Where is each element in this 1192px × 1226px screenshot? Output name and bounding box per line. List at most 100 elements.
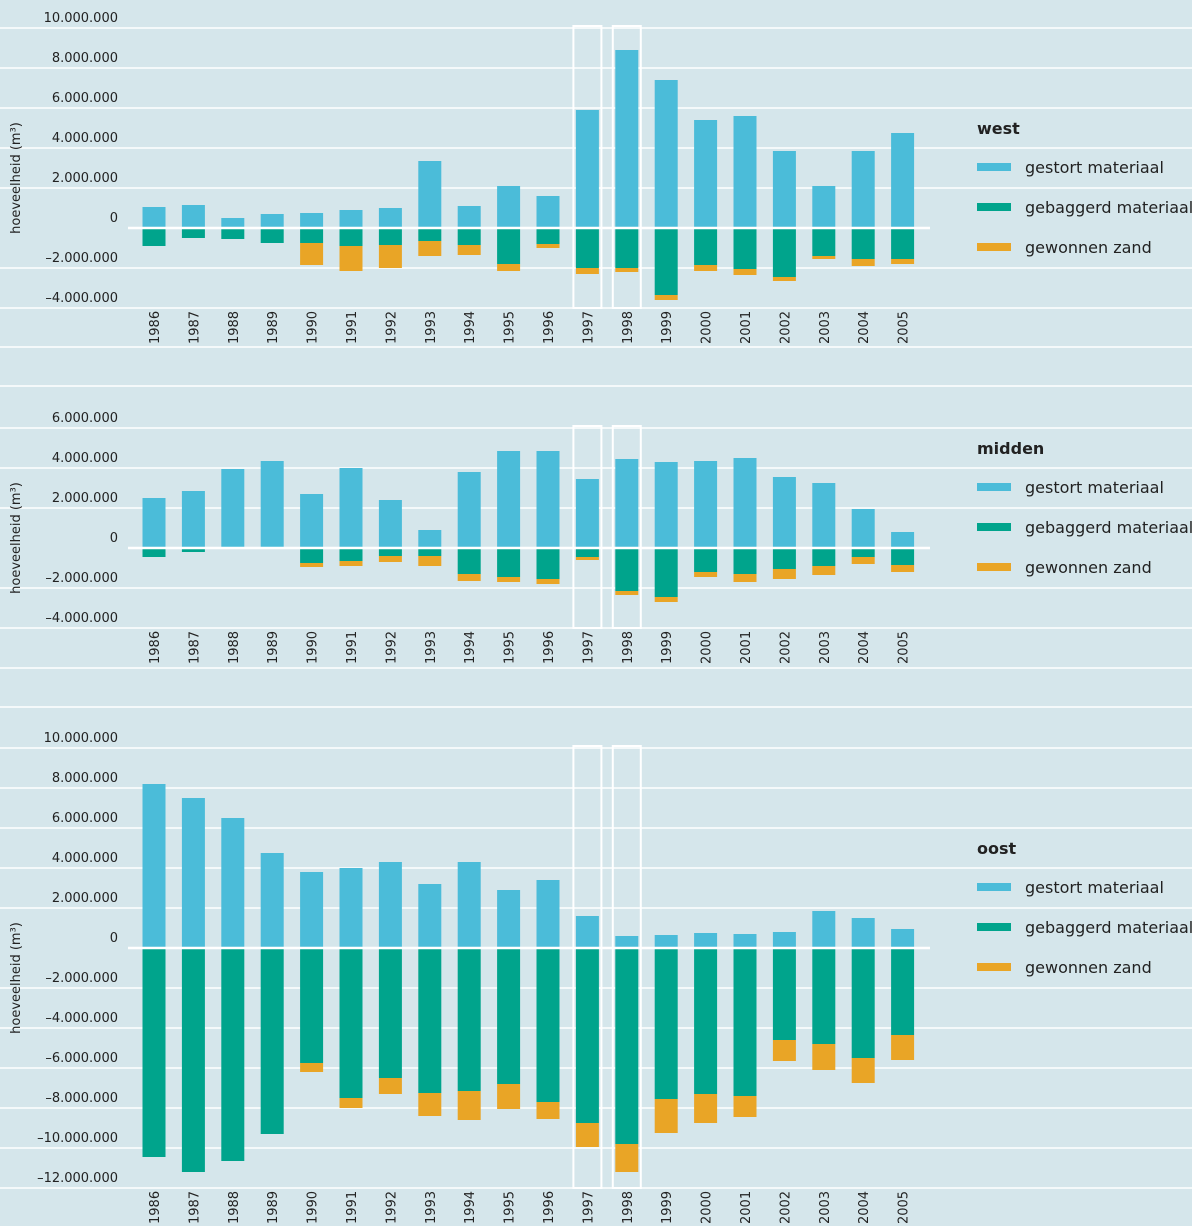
x-tick-label: 1999 <box>660 1191 675 1224</box>
bar-segment <box>378 548 402 556</box>
legend-swatch <box>977 163 1011 171</box>
x-tick-label: 1992 <box>384 311 399 344</box>
x-tick-label: 1988 <box>227 1191 242 1224</box>
bar-segment <box>891 548 915 565</box>
bar-segment <box>300 548 324 563</box>
bar-segment <box>851 509 875 548</box>
bar-segment <box>300 563 324 567</box>
bar-segment <box>812 548 836 566</box>
bar-segment <box>378 556 402 562</box>
bar-segment <box>457 862 481 948</box>
bar-segment <box>654 1099 678 1133</box>
x-tick-label: 1986 <box>148 631 163 664</box>
bar-segment <box>694 461 718 548</box>
bar-segment <box>812 566 836 575</box>
legend-swatch <box>977 243 1011 251</box>
bar-segment <box>575 479 599 548</box>
bar-segment <box>181 491 205 548</box>
bar-segment <box>694 948 718 1094</box>
bar-segment <box>654 228 678 295</box>
bar-segment <box>575 548 599 557</box>
legend-label: gestort materiaal <box>1025 478 1164 497</box>
bar-segment <box>260 214 284 228</box>
bar-segment <box>654 597 678 602</box>
bar-segment <box>339 210 363 228</box>
bar-segment <box>300 243 324 265</box>
x-tick-label: 1990 <box>306 631 321 664</box>
bar-segment <box>378 862 402 948</box>
x-tick-label: 1992 <box>384 1191 399 1224</box>
x-tick-label: 1988 <box>227 631 242 664</box>
bar-segment <box>733 1096 757 1117</box>
bar-segment <box>654 548 678 597</box>
y-tick-label: –2.000.000 <box>45 971 118 986</box>
bar-segment <box>339 1098 363 1108</box>
bar-segment <box>772 277 796 281</box>
x-tick-label: 1997 <box>581 311 596 344</box>
bar-segment <box>418 948 442 1093</box>
y-tick-label: 2.000.000 <box>52 891 118 906</box>
legend-title: oost <box>977 839 1017 858</box>
y-tick-label: –6.000.000 <box>45 1051 118 1066</box>
bar-segment <box>812 186 836 228</box>
highlight-box <box>572 425 603 629</box>
x-tick-label: 2000 <box>700 631 715 664</box>
legend-swatch <box>977 203 1011 211</box>
bar-segment <box>615 591 639 595</box>
x-tick-label: 2003 <box>818 311 833 344</box>
x-tick-label: 1991 <box>345 311 360 344</box>
legend-label: gewonnen zand <box>1025 558 1152 577</box>
legend-swatch <box>977 963 1011 971</box>
x-tick-label: 1997 <box>581 1191 596 1224</box>
bar-segment <box>615 459 639 548</box>
x-tick-label: 1987 <box>187 631 202 664</box>
bar-segment <box>851 548 875 557</box>
legend-title: midden <box>977 439 1044 458</box>
bar-segment <box>575 948 599 1123</box>
bar-segment <box>300 948 324 1063</box>
bar-segment <box>694 228 718 265</box>
x-tick-label: 1994 <box>463 1191 478 1224</box>
bar-segment <box>142 228 166 246</box>
x-tick-label: 2002 <box>778 311 793 344</box>
bar-segment <box>457 245 481 255</box>
bar-segment <box>536 948 560 1102</box>
bar-segment <box>575 916 599 948</box>
legend-label: gewonnen zand <box>1025 958 1152 977</box>
bar-segment <box>378 208 402 228</box>
bar-segment <box>615 948 639 1144</box>
y-tick-label: 0 <box>110 531 118 546</box>
y-tick-label: 6.000.000 <box>52 411 118 426</box>
bar-segment <box>221 218 245 228</box>
x-tick-label: 2004 <box>857 311 872 344</box>
bar-segment <box>772 1040 796 1061</box>
x-tick-label: 1986 <box>148 311 163 344</box>
legend-label: gestort materiaal <box>1025 158 1164 177</box>
bar-segment <box>457 206 481 228</box>
bar-segment <box>181 228 205 238</box>
bar-segment <box>181 205 205 228</box>
bar-segment <box>772 477 796 548</box>
bar-segment <box>812 256 836 259</box>
bar-segment <box>733 458 757 548</box>
x-tick-label: 2002 <box>778 631 793 664</box>
x-tick-label: 1998 <box>621 311 636 344</box>
bar-segment <box>457 1091 481 1120</box>
bar-segment <box>300 213 324 228</box>
x-tick-label: 2003 <box>818 1191 833 1224</box>
bar-segment <box>851 1058 875 1083</box>
bar-segment <box>142 207 166 228</box>
bar-segment <box>575 228 599 268</box>
bar-segment <box>497 577 521 582</box>
bar-segment <box>615 268 639 272</box>
bar-segment <box>772 932 796 948</box>
bar-segment <box>300 494 324 548</box>
y-tick-label: –4.000.000 <box>45 611 118 626</box>
bar-segment <box>891 532 915 548</box>
bar-segment <box>575 557 599 560</box>
y-tick-label: 8.000.000 <box>52 771 118 786</box>
x-tick-label: 1996 <box>542 1191 557 1224</box>
bar-segment <box>181 948 205 1172</box>
bar-segment <box>615 548 639 591</box>
